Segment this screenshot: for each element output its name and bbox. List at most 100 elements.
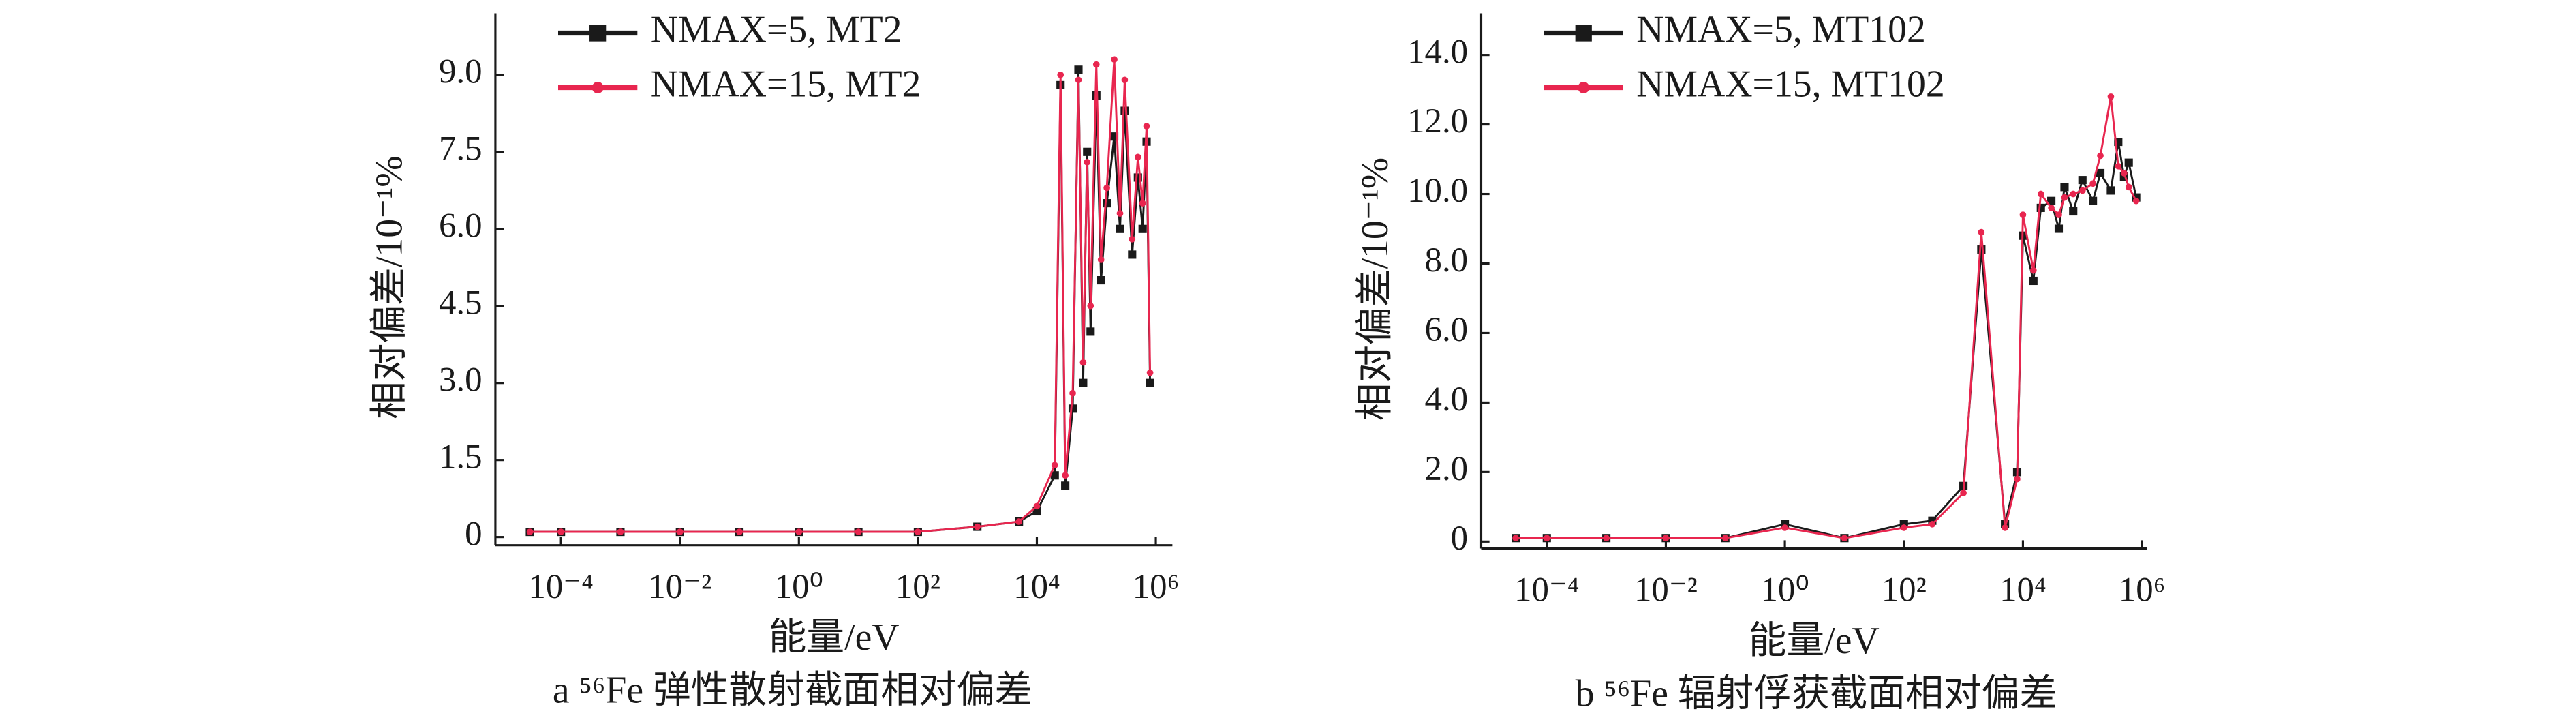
y-tick-label: 14.0	[1407, 33, 1468, 71]
marker	[1929, 520, 1936, 528]
marker	[1051, 462, 1058, 469]
marker	[2107, 93, 2115, 100]
marker	[1057, 71, 1064, 78]
x-tick-label: 10⁴	[1013, 568, 1060, 606]
marker	[1978, 228, 1985, 236]
marker	[1074, 65, 1083, 74]
marker	[1781, 524, 1788, 531]
marker	[2078, 176, 2087, 185]
marker	[2029, 267, 2037, 274]
marker	[1512, 535, 1519, 542]
y-tick-label: 6.0	[1425, 311, 1469, 349]
marker	[2061, 194, 2068, 201]
marker	[2055, 211, 2062, 218]
marker	[2132, 197, 2140, 205]
marker	[2097, 152, 2104, 160]
marker	[1069, 389, 1076, 397]
marker	[2036, 203, 2045, 212]
marker	[2054, 224, 2064, 233]
legend-marker	[1578, 82, 1590, 93]
marker	[1083, 147, 1092, 156]
marker	[1116, 210, 1124, 217]
marker	[1033, 502, 1041, 510]
marker	[1121, 76, 1129, 84]
x-tick-label: 10⁰	[1760, 571, 1809, 610]
marker	[2037, 190, 2044, 198]
marker	[1087, 302, 1094, 310]
series-line	[530, 59, 1152, 533]
y-tick-label: 2.0	[1425, 450, 1469, 488]
legend-label: NMAX=15, MT2	[651, 63, 921, 105]
y-tick-label: 12.0	[1407, 102, 1468, 140]
marker	[915, 528, 921, 535]
caption: a ⁵⁶Fe 弹性散射截面相对偏差	[553, 670, 1032, 712]
x-axis-label: 能量/eV	[769, 616, 900, 659]
marker	[2002, 524, 2008, 531]
y-tick-label: 8.0	[1425, 241, 1469, 280]
marker	[2089, 196, 2098, 205]
marker	[1103, 199, 1111, 208]
marker	[1900, 524, 1907, 531]
marker	[2115, 162, 2122, 170]
marker	[1603, 535, 1610, 542]
y-tick-label: 4.5	[439, 284, 482, 322]
marker	[1097, 276, 1105, 285]
x-tick-label: 10⁰	[775, 568, 823, 606]
y-tick-label: 0	[1451, 520, 1468, 558]
marker	[1075, 76, 1082, 84]
marker	[1841, 535, 1848, 542]
marker	[1129, 235, 1136, 243]
x-tick-label: 10⁻⁴	[1514, 571, 1579, 610]
marker	[1116, 224, 1124, 233]
y-tick-label: 3.0	[439, 361, 482, 399]
marker	[2070, 190, 2077, 198]
marker	[557, 528, 564, 535]
x-tick-label: 10⁻²	[648, 568, 711, 606]
legend-marker	[1575, 25, 1592, 42]
marker	[617, 528, 624, 535]
marker	[1134, 153, 1141, 161]
legend-marker	[589, 25, 607, 42]
marker	[2089, 180, 2096, 187]
marker	[676, 528, 684, 535]
marker	[1061, 481, 1070, 490]
marker	[2124, 158, 2133, 167]
marker	[1143, 123, 1150, 130]
caption: b ⁵⁶Fe 辐射俘获截面相对偏差	[1576, 672, 2057, 715]
legend-marker	[592, 82, 604, 93]
marker	[2014, 475, 2021, 483]
marker	[2079, 187, 2086, 194]
marker	[2048, 205, 2055, 211]
marker	[1662, 535, 1670, 542]
y-tick-label: 6.0	[439, 207, 482, 245]
x-tick-label: 10⁻⁴	[528, 568, 593, 606]
marker	[1128, 250, 1137, 259]
marker	[1062, 472, 1069, 479]
marker	[1543, 535, 1550, 542]
marker	[2096, 168, 2105, 178]
marker	[1146, 378, 1154, 387]
legend-label: NMAX=5, MT2	[651, 8, 902, 50]
marker	[1977, 245, 1986, 254]
y-tick-label: 4.0	[1425, 380, 1469, 419]
series-line	[1516, 141, 2138, 539]
marker	[2060, 183, 2069, 192]
marker	[1079, 378, 1088, 387]
x-tick-label: 10²	[895, 568, 940, 606]
y-tick-label: 1.5	[439, 438, 482, 476]
x-tick-label: 10⁶	[1133, 568, 1180, 606]
marker	[1084, 159, 1091, 166]
marker	[1068, 404, 1077, 413]
marker	[2125, 183, 2132, 191]
marker	[2047, 196, 2056, 205]
marker	[2120, 170, 2128, 177]
marker	[2029, 276, 2038, 286]
marker	[736, 528, 743, 535]
y-axis-label: 相对偏差/10⁻¹%	[1354, 157, 1396, 421]
y-tick-label: 10.0	[1407, 172, 1468, 210]
y-tick-label: 9.0	[439, 52, 482, 91]
x-tick-label: 10²	[1882, 571, 1927, 610]
marker	[526, 528, 534, 535]
marker	[1960, 490, 1967, 496]
